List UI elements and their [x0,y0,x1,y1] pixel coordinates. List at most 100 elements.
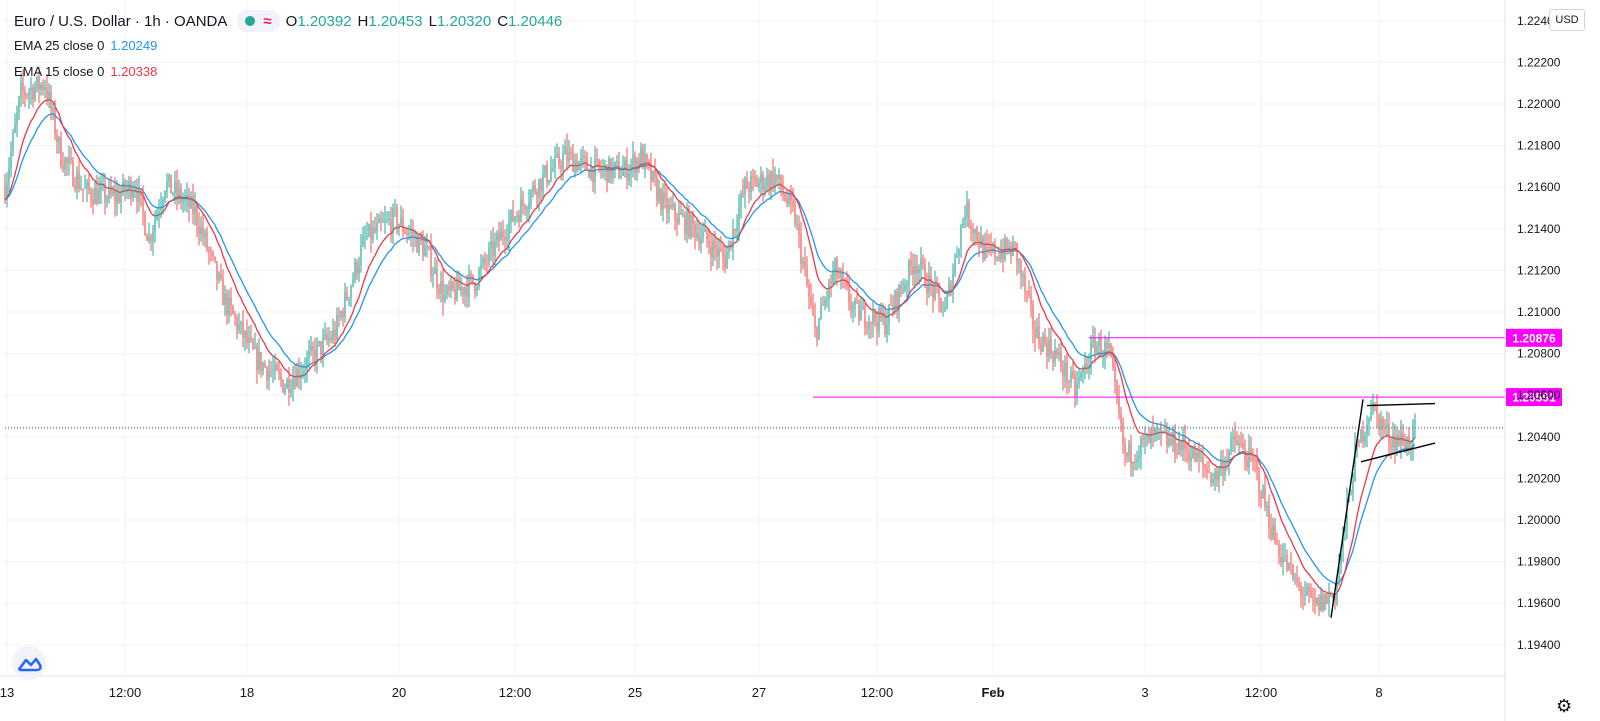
candle-body [770,171,772,189]
candle-body [862,305,864,310]
candle-body [66,158,68,163]
ema25-label[interactable]: EMA 25 close 0 [14,38,105,53]
candle-body [74,185,76,190]
candle-body [566,147,568,161]
status-pill[interactable]: ≈ [237,10,280,32]
close-value: 1.20446 [508,12,563,30]
candle-body [282,380,284,393]
candle-body [528,203,530,210]
horizontal-levels[interactable]: 1.20876 1.20591 [5,328,1562,430]
candle-body [254,346,256,349]
candle-body [614,161,616,167]
candle-body [1350,493,1352,495]
candle-body [628,173,630,181]
open-value: 1.20392 [297,12,352,30]
candle-body [1190,457,1192,462]
candle-body [1292,564,1294,579]
candle-body [348,297,350,300]
candle-body [1284,555,1286,557]
candle-body [726,252,728,269]
candle-body [854,300,856,306]
candle-body [502,230,504,238]
candle-body [760,174,762,183]
candle-body [878,307,880,331]
candle-body [822,304,824,306]
candle-body [756,179,758,187]
low-key: L [428,12,437,30]
candle-body [1390,444,1392,447]
candle-body [194,206,196,215]
candle-body [222,278,224,306]
tradingview-logo[interactable] [12,646,46,680]
candle-body [718,248,720,257]
candle-body [1272,525,1274,539]
candle-body [1214,472,1216,480]
candle-body [990,244,992,250]
candle-body [894,291,896,310]
candle-body [762,174,764,191]
candle-body [1326,594,1328,603]
candle-body [48,92,50,99]
candle-body [124,180,126,192]
candle-body [1256,461,1258,470]
candle-body [1170,437,1172,445]
candle-body [56,134,58,143]
ema-lines [4,98,1416,596]
candle-body [922,259,924,265]
candle-body [344,292,346,318]
candle-body [902,290,904,292]
ema15-label[interactable]: EMA 15 close 0 [14,64,105,79]
candle-body [472,274,474,283]
candle-body [1054,350,1056,362]
level-tag [1506,388,1562,407]
candle-body [478,270,480,287]
symbol-legend[interactable]: Euro / U.S. Dollar · 1h · OANDA ≈ O 1.20… [14,10,568,32]
currency-badge[interactable]: USD [1549,9,1585,31]
candle-body [558,153,560,166]
candle-body [1220,461,1222,470]
candle-body [150,236,152,242]
candle-body [1154,429,1156,433]
candle-body [224,293,226,306]
candle-body [16,112,18,124]
y-tick-label: 1.20600 [1517,388,1561,402]
candle-body [12,132,14,152]
candle-body [114,191,116,203]
candle-body [676,218,678,224]
candle-body [1064,362,1066,377]
level-tag-label: 1.20876 [1512,331,1556,345]
candle-body [1102,356,1104,358]
candle-body [410,231,412,233]
candle-body [904,284,906,291]
candle-body [1122,421,1124,445]
candle-body [850,303,852,310]
ema15-legend[interactable]: EMA 15 close 0 1.20338 [14,64,163,79]
candle-body [148,236,150,241]
candle-body [1402,432,1404,443]
candle-body [684,214,686,234]
trendlines[interactable] [1330,399,1436,618]
candle-body [1308,586,1310,591]
candle-body [658,188,660,201]
candle-body [292,378,294,390]
candle-body [794,205,796,225]
candle-body [196,206,198,226]
candle-body [984,243,986,259]
candle-body [168,174,170,182]
candle-body [284,388,286,393]
candle-body [432,274,434,276]
candle-body [1316,598,1318,604]
candle-body [800,234,802,264]
candle-body [332,329,334,340]
candle-body [492,241,494,257]
y-tick-label: 1.19800 [1517,555,1561,569]
candle-body [596,158,598,160]
ema25-legend[interactable]: EMA 25 close 0 1.20249 [14,38,163,53]
candle-body [1282,556,1284,563]
candle-body [1406,437,1408,451]
symbol-title[interactable]: Euro / U.S. Dollar · 1h · OANDA [14,12,228,30]
candle-body [988,244,990,246]
candle-body [1186,448,1188,452]
gear-icon[interactable]: ⚙ [1556,696,1573,716]
